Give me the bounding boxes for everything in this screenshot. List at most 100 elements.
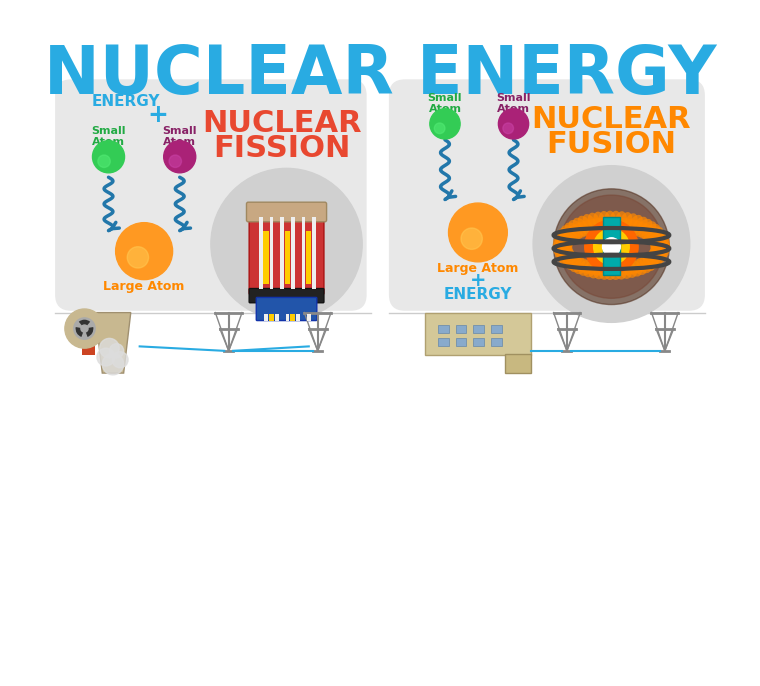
Ellipse shape — [648, 250, 665, 264]
Circle shape — [553, 189, 670, 305]
Bar — [82, 320, 95, 355]
Ellipse shape — [594, 211, 606, 233]
Bar — [491, 338, 502, 346]
Circle shape — [109, 344, 124, 358]
Circle shape — [100, 338, 119, 358]
Text: Large Atom: Large Atom — [103, 281, 185, 293]
Circle shape — [594, 229, 629, 265]
Text: Small
Atom: Small Atom — [428, 93, 462, 115]
Bar — [473, 338, 484, 346]
Text: NUCLEAR: NUCLEAR — [532, 105, 692, 134]
Bar — [505, 353, 531, 373]
Polygon shape — [95, 313, 131, 373]
Circle shape — [103, 353, 124, 375]
Bar — [259, 217, 262, 289]
Ellipse shape — [555, 247, 574, 260]
Text: ENERGY: ENERGY — [92, 94, 160, 109]
Ellipse shape — [553, 244, 572, 257]
Text: +: + — [470, 271, 486, 290]
Ellipse shape — [583, 214, 597, 235]
Ellipse shape — [635, 219, 652, 237]
FancyBboxPatch shape — [256, 298, 317, 320]
Ellipse shape — [651, 241, 670, 253]
Text: Small
Atom: Small Atom — [163, 126, 197, 147]
Ellipse shape — [614, 263, 627, 280]
Ellipse shape — [614, 211, 627, 233]
Wedge shape — [79, 320, 90, 329]
Circle shape — [169, 155, 182, 167]
Ellipse shape — [629, 261, 642, 276]
Bar — [291, 217, 295, 289]
Bar — [456, 325, 467, 333]
Bar — [270, 217, 273, 289]
Bar — [473, 325, 484, 333]
Bar — [290, 314, 296, 322]
Text: FUSION: FUSION — [546, 130, 676, 159]
Circle shape — [430, 108, 460, 139]
Ellipse shape — [649, 248, 667, 261]
Ellipse shape — [638, 221, 657, 238]
Ellipse shape — [568, 220, 586, 237]
Text: NUCLEAR ENERGY: NUCLEAR ENERGY — [44, 42, 716, 108]
Ellipse shape — [644, 226, 663, 241]
Text: ENERGY: ENERGY — [444, 287, 512, 303]
Wedge shape — [75, 327, 84, 337]
Bar — [438, 338, 448, 346]
Ellipse shape — [554, 233, 574, 247]
Ellipse shape — [646, 229, 666, 244]
Ellipse shape — [573, 217, 590, 237]
Text: NUCLEAR: NUCLEAR — [202, 109, 362, 139]
Bar — [296, 314, 300, 322]
Ellipse shape — [649, 235, 670, 248]
Ellipse shape — [619, 262, 632, 279]
Ellipse shape — [557, 249, 575, 263]
Ellipse shape — [553, 241, 572, 255]
Text: FISSION: FISSION — [214, 134, 351, 163]
Circle shape — [81, 325, 88, 332]
Bar — [264, 230, 269, 284]
Circle shape — [533, 166, 690, 322]
Circle shape — [112, 352, 128, 368]
Ellipse shape — [578, 260, 593, 276]
Bar — [269, 314, 274, 322]
Bar — [280, 217, 284, 289]
Circle shape — [448, 203, 507, 262]
Bar — [286, 314, 290, 322]
Ellipse shape — [574, 259, 588, 274]
Ellipse shape — [583, 261, 597, 277]
Ellipse shape — [645, 252, 662, 266]
Ellipse shape — [599, 211, 611, 233]
Ellipse shape — [578, 215, 594, 235]
Ellipse shape — [609, 263, 622, 280]
Ellipse shape — [643, 255, 659, 269]
Ellipse shape — [609, 211, 622, 233]
Bar — [275, 314, 278, 322]
Bar — [307, 314, 311, 322]
Bar — [491, 325, 502, 333]
Circle shape — [584, 220, 638, 274]
Ellipse shape — [651, 243, 670, 256]
Circle shape — [97, 348, 115, 366]
Ellipse shape — [562, 253, 579, 268]
Ellipse shape — [651, 241, 670, 253]
Circle shape — [163, 141, 196, 173]
Ellipse shape — [628, 215, 643, 235]
Ellipse shape — [565, 222, 583, 239]
Ellipse shape — [648, 232, 668, 246]
Text: Small
Atom: Small Atom — [496, 93, 530, 115]
Circle shape — [211, 168, 363, 320]
FancyBboxPatch shape — [249, 289, 324, 303]
Circle shape — [560, 195, 663, 298]
Ellipse shape — [632, 217, 648, 236]
Ellipse shape — [640, 256, 655, 271]
Ellipse shape — [553, 237, 573, 249]
Ellipse shape — [588, 262, 601, 279]
Ellipse shape — [651, 238, 670, 250]
Bar — [264, 314, 268, 322]
Ellipse shape — [650, 246, 669, 259]
Ellipse shape — [632, 259, 647, 275]
Bar — [302, 217, 306, 289]
Circle shape — [503, 123, 514, 134]
Ellipse shape — [619, 212, 632, 233]
FancyBboxPatch shape — [389, 80, 705, 311]
